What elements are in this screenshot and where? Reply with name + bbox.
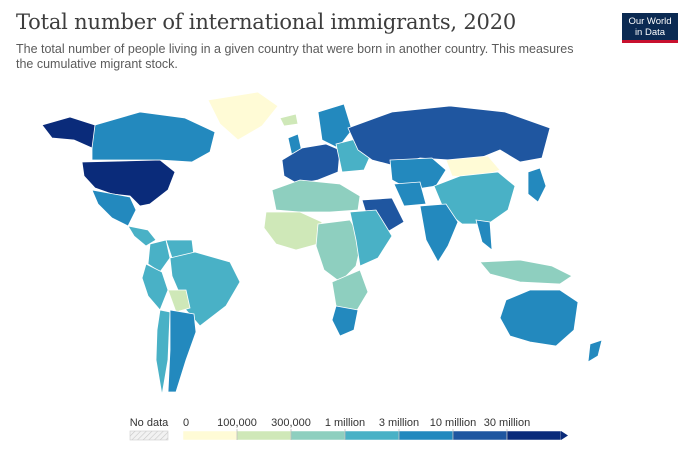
region-bolivia[interactable]	[167, 289, 191, 313]
logo-line-2: in Data	[634, 27, 666, 38]
legend-no-data-swatch	[129, 430, 169, 441]
legend-tick-label: 30 million	[484, 417, 530, 429]
region-iceland[interactable]	[279, 113, 299, 127]
legend-tick-label: 300,000	[271, 417, 311, 429]
legend-swatch-1	[236, 430, 292, 441]
legend-arrow	[561, 431, 568, 440]
region-western-europe[interactable]	[281, 143, 341, 185]
region-north-africa[interactable]	[271, 179, 361, 213]
region-russia[interactable]	[347, 105, 551, 167]
legend-no-data-label: No data	[130, 417, 169, 429]
legend-tick-label: 0	[183, 417, 189, 429]
chart-title: Total number of international immigrants…	[16, 10, 517, 34]
region-canada[interactable]	[91, 111, 216, 163]
region-scandinavia[interactable]	[317, 103, 353, 149]
region-west-africa[interactable]	[263, 211, 323, 251]
region-greenland[interactable]	[207, 91, 279, 141]
legend-tick-label: 100,000	[217, 417, 257, 429]
legend-tick-label: 10 million	[430, 417, 476, 429]
legend-swatch-0	[182, 430, 238, 441]
region-australia[interactable]	[499, 289, 579, 347]
map-legend: No data 0 100,000 300,000 1 million 3 million…	[129, 417, 568, 441]
legend-tick-label: 3 million	[379, 417, 419, 429]
region-indonesia[interactable]	[479, 259, 573, 285]
region-central-america[interactable]	[127, 225, 157, 247]
region-south-africa[interactable]	[331, 305, 359, 337]
region-chile[interactable]	[155, 309, 171, 396]
chart-subtitle: The total number of people living in a g…	[16, 42, 574, 71]
region-new-zealand[interactable]	[587, 339, 603, 363]
region-thailand[interactable]	[475, 219, 493, 251]
region-southern-africa[interactable]	[331, 269, 369, 313]
legend-swatch-5	[452, 430, 508, 441]
legend-tick-label: 1 million	[325, 417, 365, 429]
legend-swatch-3	[344, 430, 400, 441]
owid-logo[interactable]: Our World in Data	[622, 13, 678, 43]
region-india[interactable]	[419, 203, 459, 263]
region-iran[interactable]	[393, 181, 427, 207]
country-regions	[41, 91, 603, 396]
logo-line-1: Our World	[628, 16, 672, 27]
region-colombia[interactable]	[147, 239, 171, 273]
legend-swatch-2	[290, 430, 346, 441]
region-east-africa[interactable]	[349, 209, 393, 267]
legend-swatch-6	[506, 430, 562, 441]
region-argentina[interactable]	[167, 309, 197, 393]
legend-swatch-4	[398, 430, 454, 441]
region-united-states[interactable]	[81, 159, 176, 207]
region-central-africa[interactable]	[315, 219, 363, 283]
region-peru[interactable]	[141, 263, 169, 311]
region-alaska-us[interactable]	[41, 116, 96, 149]
region-japan[interactable]	[527, 167, 547, 203]
